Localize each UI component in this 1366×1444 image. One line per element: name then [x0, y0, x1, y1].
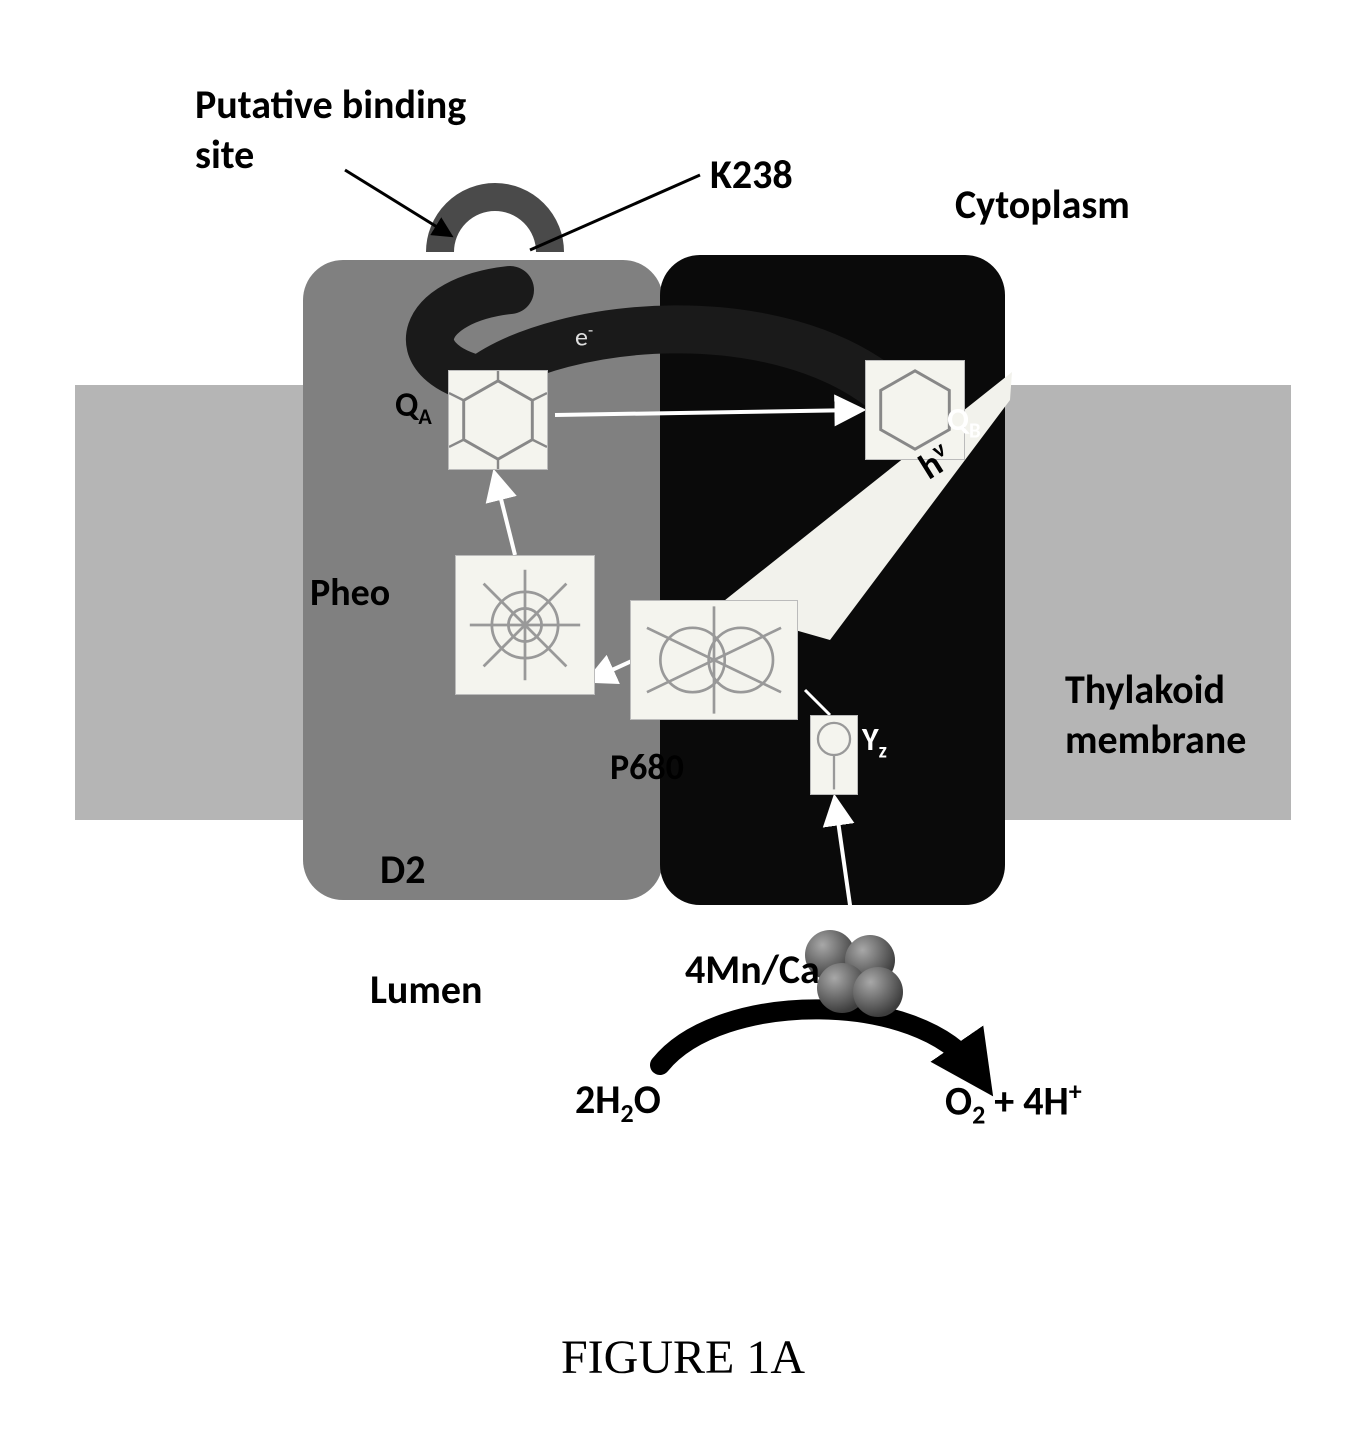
- arrow-pheo-qa: [495, 475, 515, 555]
- figure-title: FIGURE 1A: [0, 1330, 1366, 1385]
- label-qa: QA: [395, 385, 432, 430]
- chlorophyll-icon: [631, 601, 797, 719]
- label-thylakoid: Thylakoid: [1065, 665, 1225, 714]
- label-d2: D2: [380, 845, 426, 894]
- label-p680: P680: [610, 745, 684, 789]
- arrow-mn-yz: [835, 800, 855, 940]
- cofactor-yz: [810, 715, 858, 795]
- label-lumen: Lumen: [370, 965, 483, 1014]
- label-mnca: 4Mn/Ca: [685, 945, 820, 994]
- label-k238: K238: [710, 150, 793, 199]
- label-membrane: membrane: [1065, 715, 1246, 764]
- binding-site-pointer: [345, 170, 450, 235]
- arrow-qa-qb: [555, 410, 860, 415]
- cofactor-qa: [448, 370, 548, 470]
- cofactor-pheo: [455, 555, 595, 695]
- diagram-stage: Putative binding site K238 Cytoplasm e- …: [0, 0, 1366, 1444]
- binding-site-arc: [440, 197, 550, 252]
- water-split-arrow: [660, 1009, 975, 1070]
- label-h2o: 2H2O: [575, 1075, 661, 1129]
- cofactor-p680: [630, 600, 798, 720]
- tyrosine-icon: [811, 716, 857, 794]
- hex-icon: [449, 371, 547, 469]
- label-cytoplasm: Cytoplasm: [955, 180, 1130, 229]
- k238-pointer: [530, 175, 700, 250]
- label-o2: O2 + 4H+: [945, 1075, 1082, 1130]
- label-putative: Putative binding: [195, 80, 466, 129]
- label-e-minus: e-: [575, 320, 593, 353]
- label-yz: Yz: [862, 720, 887, 763]
- arrow-yz-p680: [805, 690, 830, 715]
- porphyrin-icon: [456, 556, 594, 694]
- label-qb: QB: [947, 400, 981, 443]
- label-pheo: Pheo: [310, 570, 390, 616]
- label-site: site: [195, 130, 254, 179]
